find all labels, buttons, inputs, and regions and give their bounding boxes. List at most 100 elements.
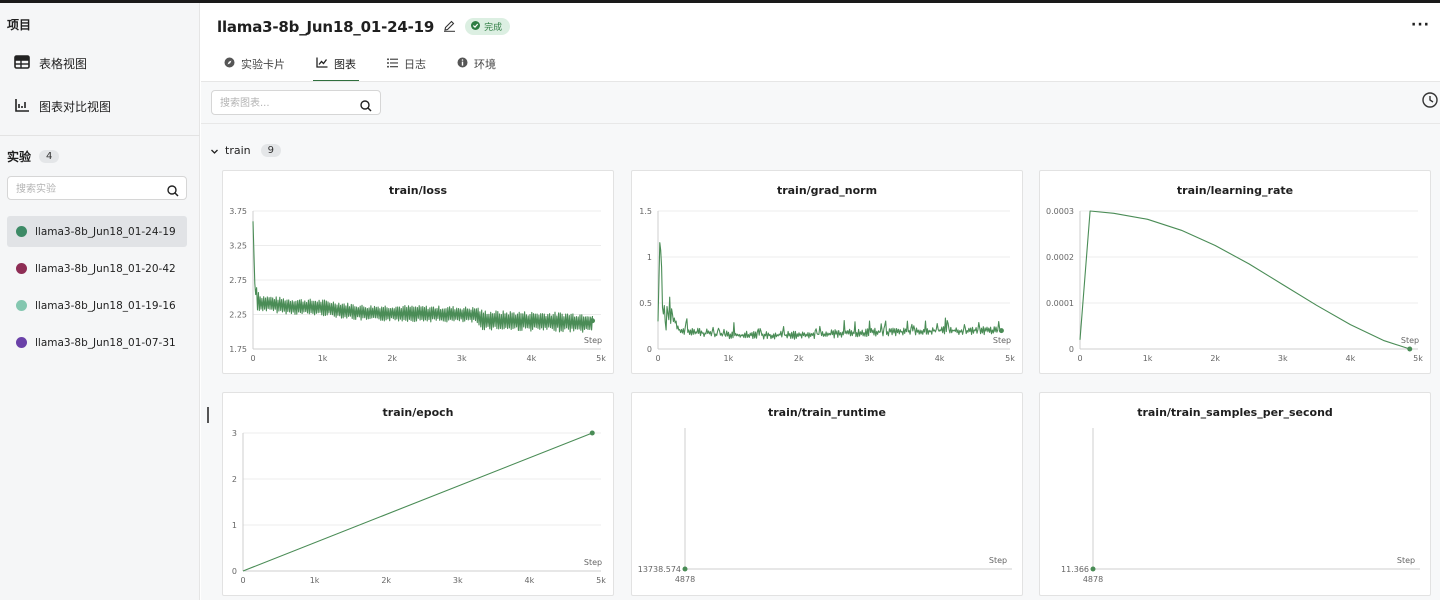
chart-title: train/epoch [382, 406, 454, 419]
chart-card[interactable]: train/learning_rate 0 0.0001 0.0002 0.0003 0… [1039, 170, 1431, 374]
chart-card[interactable]: train/grad_norm 0 0.5 1 1.5 0 1k 2k 3k 4k 5k Step [631, 170, 1023, 374]
chart-plot: 0 1 2 3 0 1k 2k 3k 4k 5k Step [232, 429, 606, 585]
y-tick-label: 0.0001 [1046, 299, 1074, 308]
y-tick-label: 3 [232, 429, 237, 438]
x-tick-label: 2k [794, 354, 804, 363]
y-tick-label: 0 [232, 567, 237, 576]
sidebar-title: 项目 [7, 18, 32, 32]
experiment-item[interactable]: llama3-8b_Jun18_01-19-16 [7, 290, 187, 321]
y-tick-label: 0.0003 [1046, 207, 1074, 216]
y-tick-label: 13738.574 [638, 565, 681, 574]
x-tick-label: 2k [381, 576, 391, 585]
x-tick-label: 1k [318, 354, 328, 363]
resize-handle[interactable] [207, 407, 209, 423]
x-tick-label: 0 [250, 354, 255, 363]
search-icon[interactable] [167, 182, 179, 201]
y-tick-label: 2 [232, 475, 237, 484]
group-name: train [225, 144, 251, 157]
chart-search-input[interactable] [212, 92, 352, 115]
tab-logs[interactable]: 日志 [384, 49, 429, 79]
tab-label: 图表 [334, 58, 356, 71]
experiments-title: 实验 [7, 150, 32, 164]
experiment-color-dot [16, 337, 27, 348]
sidebar: 项目 表格视图 图表对比视图 实验 4 llama3-8b_Jun18_01-2… [0, 3, 200, 600]
y-tick-label: 1 [232, 521, 237, 530]
experiment-color-dot [16, 300, 27, 311]
run-name: llama3-8b_Jun18_01-24-19 [217, 17, 435, 36]
experiments-header: 实验 4 [7, 148, 60, 165]
tab-environment[interactable]: 环境 [454, 49, 499, 79]
clock-icon[interactable] [1422, 92, 1438, 112]
chart-title: train/train_runtime [768, 406, 886, 419]
x-tick-label: 4k [1346, 354, 1356, 363]
x-tick-label: 5k [596, 576, 606, 585]
window-top-border [0, 0, 1440, 3]
y-tick-label: 11.366 [1061, 565, 1089, 574]
x-tick-label: 4k [525, 576, 535, 585]
sidebar-item-chart-compare-view[interactable]: 图表对比视图 [14, 94, 111, 118]
data-point [682, 566, 688, 572]
compass-icon [224, 57, 235, 71]
y-tick-label: 2.25 [229, 311, 247, 320]
series-end-point [589, 430, 595, 436]
experiment-name: llama3-8b_Jun18_01-20-42 [35, 262, 176, 275]
x-tick-label: 4878 [1083, 575, 1103, 584]
chart-plot: 1.75 2.25 2.75 3.25 3.75 0 1k 2k 3k 4k 5k Step [229, 207, 606, 363]
y-tick-label: 0 [1069, 345, 1074, 354]
y-tick-label: 2.75 [229, 276, 247, 285]
x-tick-label: 5k [1413, 354, 1423, 363]
x-tick-label: 2k [1210, 354, 1220, 363]
y-tick-label: 3.75 [229, 207, 247, 216]
chart-card[interactable]: train/epoch 0 1 2 3 0 1k 2k 3k 4k 5k Step [222, 392, 614, 596]
edit-icon[interactable] [443, 17, 456, 36]
more-options-icon[interactable]: ··· [1411, 17, 1430, 33]
experiment-search [7, 176, 187, 201]
chart-title: train/learning_rate [1176, 184, 1294, 197]
main-panel: llama3-8b_Jun18_01-24-19 完成 ··· 实验卡片 图表 [201, 3, 1440, 600]
experiment-item[interactable]: llama3-8b_Jun18_01-24-19 [7, 216, 187, 247]
experiment-item[interactable]: llama3-8b_Jun18_01-20-42 [7, 253, 187, 284]
x-tick-label: 0 [240, 576, 245, 585]
chart-card[interactable]: train/loss 1.75 2.25 2.75 3.25 3.75 0 1k 2k 3k 4k… [222, 170, 614, 374]
experiment-name: llama3-8b_Jun18_01-24-19 [35, 225, 176, 238]
tab-experiment-card[interactable]: 实验卡片 [221, 49, 288, 79]
series-end-point [1407, 346, 1413, 352]
chart-group-header[interactable]: train 9 [210, 141, 281, 160]
charts-content: train 9 train/loss 1.75 2.25 2.75 3.25 3.75 0… [201, 82, 1440, 600]
check-circle-icon [471, 20, 481, 33]
sidebar-item-label: 表格视图 [39, 56, 88, 71]
chart-compare-icon [14, 98, 30, 115]
y-tick-label: 1.75 [229, 345, 247, 354]
x-tick-label: 1k [724, 354, 734, 363]
chevron-down-icon [210, 141, 219, 160]
x-tick-label: 3k [864, 354, 874, 363]
x-tick-label: 2k [387, 354, 397, 363]
chart-card[interactable]: train/train_runtime 13738.574 4878 Step [631, 392, 1023, 596]
y-tick-label: 0 [647, 345, 652, 354]
experiment-name: llama3-8b_Jun18_01-19-16 [35, 299, 176, 312]
x-tick-label: 3k [1278, 354, 1288, 363]
experiment-name: llama3-8b_Jun18_01-07-31 [35, 336, 176, 349]
experiment-color-dot [16, 226, 27, 237]
tab-charts[interactable]: 图表 [313, 49, 359, 82]
chart-search [211, 90, 381, 115]
group-count-badge: 9 [260, 144, 281, 157]
run-header: llama3-8b_Jun18_01-24-19 完成 [217, 17, 511, 36]
info-icon [457, 57, 468, 71]
tab-label: 环境 [474, 58, 496, 71]
x-tick-label: 4k [527, 354, 537, 363]
series-line [657, 242, 1002, 340]
chart-card[interactable]: train/train_samples_per_second 11.366 487… [1039, 392, 1431, 596]
experiment-search-input[interactable] [8, 178, 158, 201]
search-icon[interactable] [360, 97, 372, 116]
x-tick-label: 0 [1077, 354, 1082, 363]
y-tick-label: 0.0002 [1046, 253, 1074, 262]
y-tick-label: 0.5 [639, 299, 652, 308]
series-line [252, 221, 594, 333]
y-tick-label: 3.25 [229, 242, 247, 251]
experiment-item[interactable]: llama3-8b_Jun18_01-07-31 [7, 327, 187, 358]
x-axis-label: Step [584, 558, 602, 567]
sidebar-item-table-view[interactable]: 表格视图 [14, 51, 87, 75]
